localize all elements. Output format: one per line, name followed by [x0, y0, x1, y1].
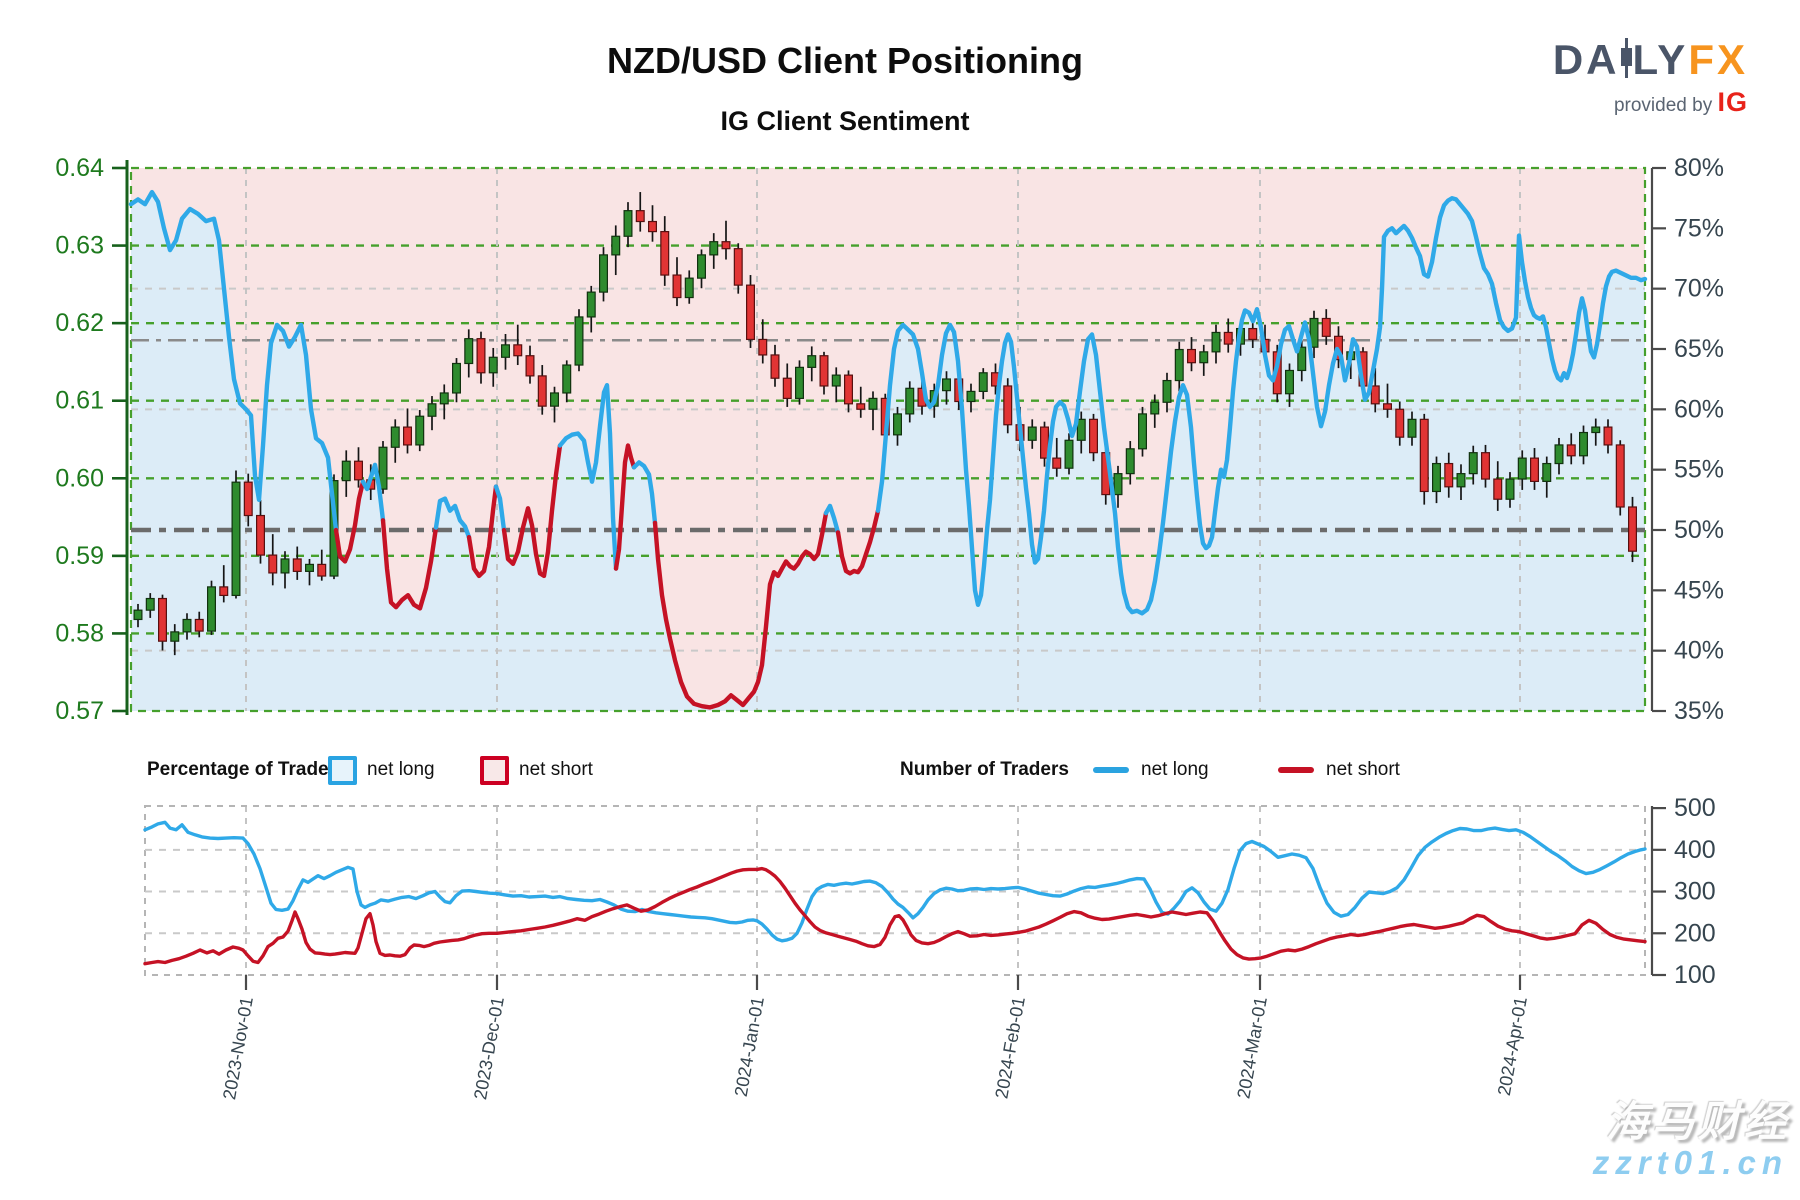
legend-pct-net-short-label: net short — [519, 759, 593, 780]
main-chart-layer: 0.64 0.63 0.62 0.61 0.60 0.59 0.58 0.57 80% 75% 70… — [55, 154, 1724, 975]
legend-num-net-short: net short — [1278, 752, 1400, 788]
svg-text:0.61: 0.61 — [55, 387, 104, 415]
svg-text:0.58: 0.58 — [55, 619, 104, 647]
chart-subtitle: IG Client Sentiment — [720, 106, 970, 136]
svg-text:40%: 40% — [1674, 637, 1724, 665]
svg-text:0.62: 0.62 — [55, 309, 104, 337]
x-axis-date-label: 2024-Feb-01 — [991, 995, 1029, 1100]
pct-net-long-line — [360, 462, 386, 523]
pct-net-short-line — [380, 518, 439, 611]
svg-text:80%: 80% — [1674, 154, 1724, 182]
net-long-line-icon — [1093, 767, 1129, 773]
legend-num-net-long: net long — [1093, 752, 1209, 788]
provided-by-line: provided by IG — [1553, 89, 1748, 116]
pct-net-short-line — [835, 508, 881, 576]
svg-text:35%: 35% — [1674, 697, 1724, 725]
svg-text:0.59: 0.59 — [55, 542, 104, 570]
x-axis-date-label: 2024-Mar-01 — [1233, 995, 1271, 1100]
pct-net-short-line — [501, 443, 563, 579]
svg-text:75%: 75% — [1674, 214, 1724, 242]
watermark-url: zzrt01.cn — [1592, 1144, 1788, 1181]
page-title: NZD/USD Client Positioning — [607, 40, 1083, 81]
net-long-swatch-icon — [328, 755, 357, 785]
pct-net-long-line — [128, 189, 339, 533]
pct-net-short-line — [613, 443, 637, 571]
svg-text:400: 400 — [1674, 836, 1716, 864]
svg-text:45%: 45% — [1674, 576, 1724, 604]
pct-net-long-line — [631, 460, 658, 525]
pct-net-long-line — [875, 195, 1648, 616]
legend-pct-title: Percentage of Traders — [147, 759, 347, 780]
pct-net-long-line — [433, 496, 472, 540]
svg-text:0.64: 0.64 — [55, 154, 104, 182]
pct-net-short-line — [333, 479, 366, 564]
dailyfx-logo: DA LYFX provided by IG — [1553, 38, 1748, 116]
legend-pct-net-long: net long — [328, 752, 435, 788]
axes-layer: 0.64 0.63 0.62 0.61 0.60 0.59 0.58 0.57 80% 75% 70… — [55, 154, 1724, 725]
num-net-long-line — [143, 820, 1647, 943]
num-net-short-line — [143, 866, 1647, 966]
legend-num-net-long-label: net long — [1141, 759, 1209, 780]
legend-num-title: Number of Traders — [900, 759, 1069, 780]
pct-net-long-line — [557, 383, 619, 571]
svg-text:200: 200 — [1674, 919, 1716, 947]
svg-text:0.60: 0.60 — [55, 464, 104, 492]
pct-net-short-line — [652, 510, 829, 710]
net-short-swatch-icon — [480, 755, 509, 785]
pct-net-long-line — [823, 503, 841, 535]
provided-by-text: provided by — [1613, 95, 1713, 116]
svg-text:0.57: 0.57 — [55, 697, 104, 725]
logo-fx: FX — [1688, 36, 1748, 83]
logo-da: DA — [1552, 36, 1620, 83]
candlestick-icon — [1620, 38, 1633, 78]
chart-legend: Percentage of Traders net long net short… — [0, 752, 1800, 788]
legend-num-net-short-label: net short — [1326, 759, 1400, 780]
watermark-brand: 海马财经 — [1605, 1098, 1790, 1145]
ig-logo: IG — [1717, 87, 1748, 117]
logo-ly: LY — [1632, 36, 1689, 83]
svg-text:0.63: 0.63 — [55, 232, 104, 260]
svg-text:100: 100 — [1674, 961, 1716, 989]
x-axis-date-label: 2024-Jan-01 — [731, 995, 768, 1098]
svg-text:55%: 55% — [1674, 456, 1724, 484]
legend-pct-net-long-label: net long — [367, 759, 435, 780]
svg-text:50%: 50% — [1674, 516, 1724, 544]
svg-text:70%: 70% — [1674, 275, 1724, 303]
net-long-region — [131, 192, 1645, 712]
svg-text:500: 500 — [1674, 794, 1716, 822]
pct-net-long-line — [493, 484, 507, 533]
x-axis-date-label: 2024-Apr-01 — [1494, 995, 1531, 1097]
net-short-region — [131, 168, 1645, 708]
net-short-line-icon — [1278, 767, 1314, 773]
x-axis-date-label: 2023-Nov-01 — [219, 995, 257, 1101]
traders-chart-layer: 500 400 300 200 100 2023-Nov-01 2023-Dec-01 202… — [143, 794, 1716, 1101]
svg-text:60%: 60% — [1674, 395, 1724, 423]
svg-text:65%: 65% — [1674, 335, 1724, 363]
dailyfx-wordmark: DA LYFX — [1553, 38, 1748, 81]
legend-pct-net-short: net short — [480, 752, 593, 788]
sentiment-line-layer — [128, 189, 1648, 710]
pct-net-short-line — [466, 484, 499, 579]
candles-layer — [133, 192, 1637, 656]
svg-text:300: 300 — [1674, 878, 1716, 906]
x-axis-date-label: 2023-Dec-01 — [470, 995, 508, 1101]
